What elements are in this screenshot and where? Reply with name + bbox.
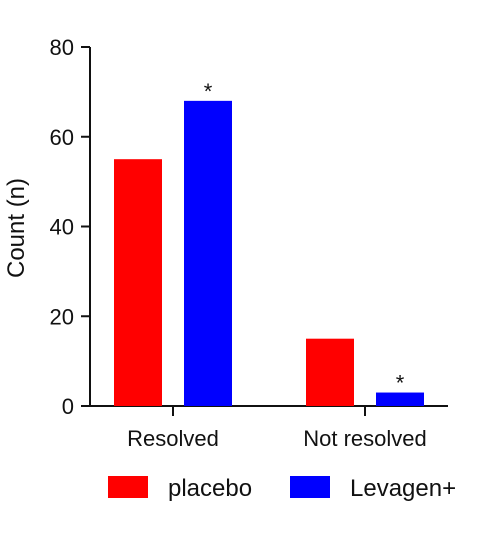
x-tick-label-not-resolved: Not resolved (303, 426, 427, 451)
legend-label-placebo: placebo (168, 475, 252, 502)
legend: placebo Levagen+ (108, 475, 456, 502)
significance-asterisk: * (204, 79, 213, 104)
significance-asterisk: * (396, 371, 405, 396)
bar-placebo-not-resolved (306, 338, 354, 406)
bars (114, 100, 424, 406)
y-tick-label: 20 (50, 304, 74, 329)
annotations: ** (204, 79, 405, 396)
bar-levagen-resolved (184, 100, 232, 406)
legend-label-levagen: Levagen+ (350, 475, 456, 502)
bar-placebo-resolved (114, 159, 162, 406)
legend-swatch-levagen (290, 476, 330, 498)
legend-swatch-placebo (108, 476, 148, 498)
y-axis-title: Count (n) (3, 178, 30, 278)
y-tick-label: 80 (50, 35, 74, 60)
y-tick-label: 60 (50, 125, 74, 150)
x-tick-label-resolved: Resolved (127, 426, 219, 451)
y-tick-label: 0 (62, 394, 74, 419)
y-tick-label: 40 (50, 215, 74, 240)
bar-levagen-not-resolved (376, 392, 424, 406)
axes: 0 20 40 60 80 Resolved Not resolved (50, 35, 448, 451)
